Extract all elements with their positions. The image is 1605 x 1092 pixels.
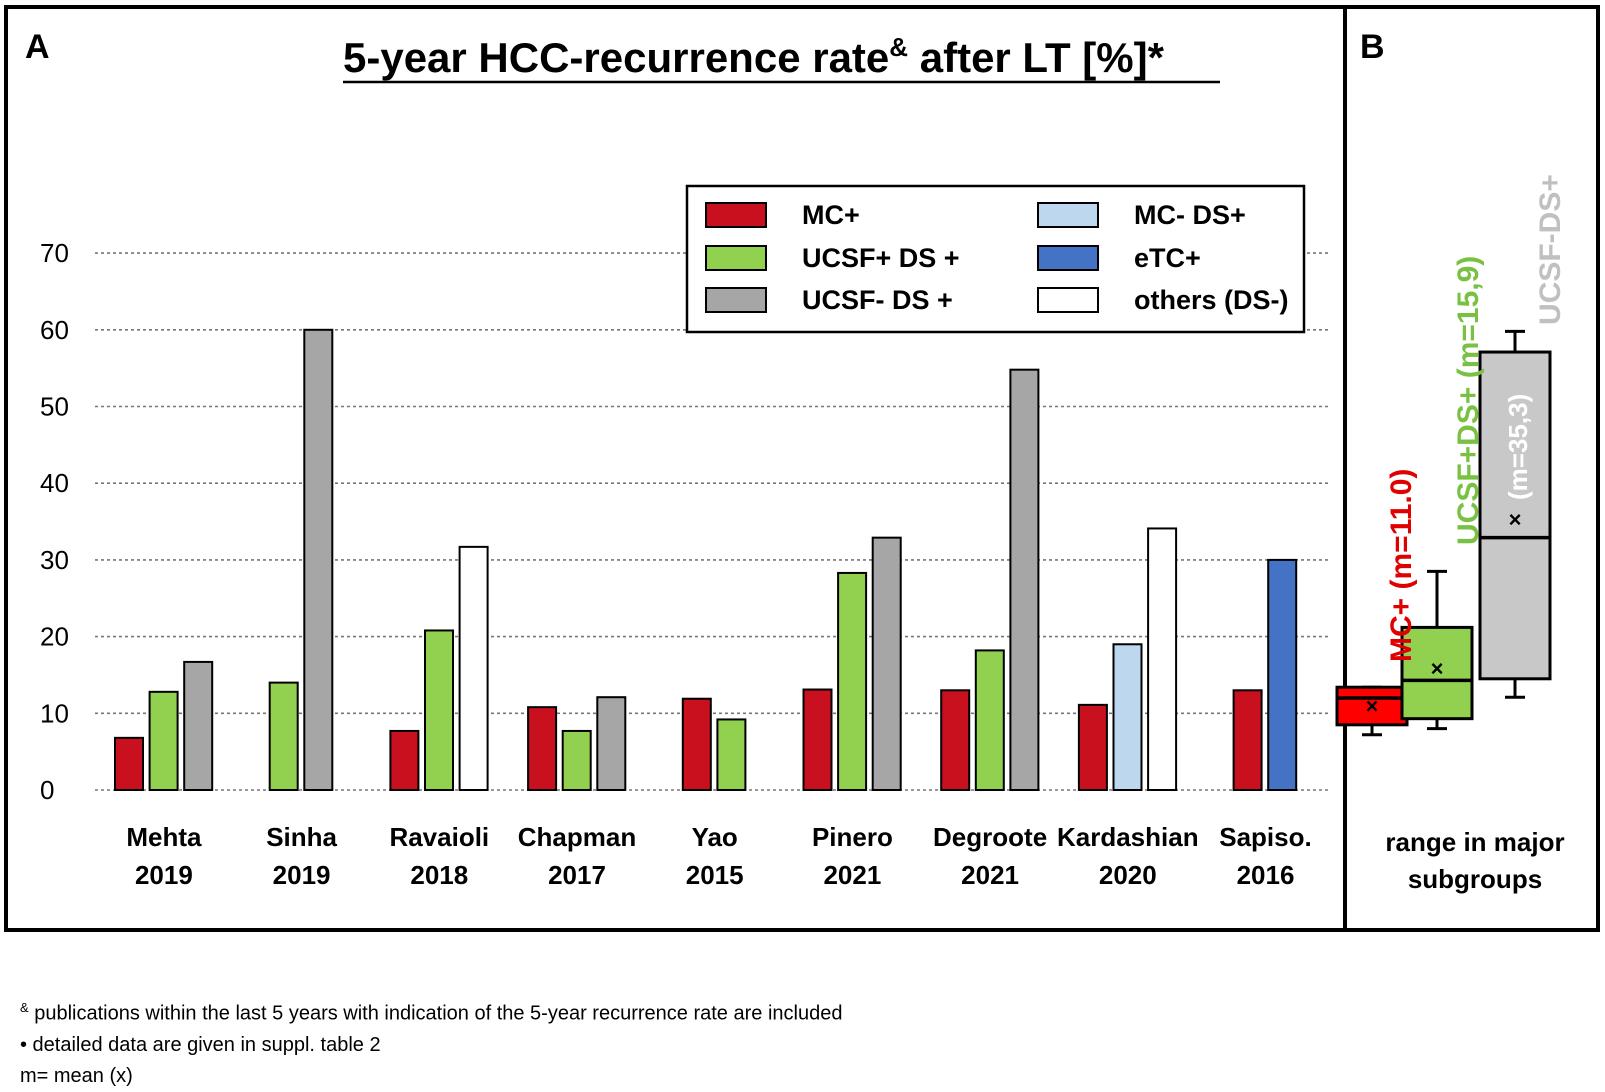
legend-label: UCSF+ DS + — [802, 243, 960, 273]
x-category-year: 2019 — [135, 860, 193, 890]
footnote-1-text: publications within the last 5 years wit… — [28, 1002, 843, 1025]
bar-kardashian-2 — [1112, 643, 1143, 792]
bar-sapiso-1 — [1232, 689, 1263, 791]
box-2 — [1400, 625, 1474, 721]
legend-swatch — [1037, 245, 1099, 271]
bar-ravaioli-2 — [424, 629, 454, 791]
footnotes: & publications within the last 5 years w… — [20, 992, 842, 1092]
bar-ravaioli-1 — [389, 729, 420, 791]
x-category-name: Kardashian — [1057, 822, 1199, 852]
panel-b-xlabel-line2: subgroups — [1408, 864, 1542, 894]
panel-a-frame — [4, 5, 1347, 932]
bar-degroote-2 — [974, 649, 1005, 791]
x-category-labels: Mehta 2019 Sinha 2019 Ravaioli 2018 Chapman 201… — [126, 822, 1311, 890]
legend-swatch — [1037, 202, 1099, 228]
box-mean-marker: × — [1366, 694, 1379, 719]
legend-label: others (DS-) — [1134, 285, 1289, 315]
x-category-name: Degroote — [933, 822, 1047, 852]
panel-b-frame — [1343, 5, 1600, 932]
footnote-3: m= mean (x) — [20, 1064, 133, 1087]
bar-degroote-3 — [1009, 368, 1040, 791]
legend-label: eTC+ — [1134, 243, 1201, 273]
legend-swatch — [705, 202, 767, 228]
x-category-year: 2016 — [1237, 860, 1295, 890]
bar-sinha-2 — [303, 328, 334, 791]
chart-title-sup: & — [889, 32, 908, 62]
footnote-2: • detailed data are given in suppl. tabl… — [20, 1033, 381, 1056]
box-label-mc: MC+ (m=11.0) — [1385, 469, 1418, 662]
x-category-year: 2020 — [1099, 860, 1157, 890]
bar-yao-2 — [716, 718, 747, 791]
x-category-year: 2019 — [273, 860, 331, 890]
box-3 — [1478, 350, 1552, 681]
y-tick-label: 0 — [40, 775, 54, 805]
x-category-year: 2018 — [410, 860, 468, 890]
box-mean-marker: × — [1431, 656, 1444, 681]
y-tick-label: 60 — [40, 315, 69, 345]
x-category-name: Mehta — [126, 822, 202, 852]
bar-yao-1 — [681, 697, 712, 791]
y-tick-label: 10 — [40, 698, 69, 728]
bar-kardashian-3 — [1147, 527, 1178, 791]
box-mean-label-ucsf-minus: (m=35,3) — [1503, 394, 1533, 500]
legend-swatch — [705, 245, 767, 271]
x-category-name: Pinero — [812, 822, 893, 852]
y-tick-label: 50 — [40, 392, 69, 422]
x-category-name: Ravaioli — [389, 822, 489, 852]
legend-label: MC+ — [802, 200, 860, 230]
gridlines — [95, 252, 1330, 791]
legend-label: UCSF- DS + — [802, 285, 953, 315]
bar-ravaioli-3 — [458, 545, 489, 792]
legend-swatch — [1037, 287, 1099, 313]
panel-a-label: A — [25, 28, 50, 66]
box-label-ucsf-plus: UCSF+DS+ (m=15,9) — [1452, 256, 1485, 545]
bar-mehta-1 — [114, 736, 144, 791]
bar-sinha-1 — [268, 681, 299, 791]
y-tick-label: 70 — [40, 238, 69, 268]
bar-mehta-2 — [148, 690, 179, 791]
legend-swatch — [705, 287, 767, 313]
box-label-ucsf-minus: UCSF-DS+ — [1534, 174, 1567, 325]
bar-chapman-1 — [527, 706, 558, 791]
bar-chapman-2 — [561, 729, 592, 791]
x-category-year: 2021 — [823, 860, 881, 890]
x-category-name: Sapiso. — [1219, 822, 1311, 852]
box-plots: × × × — [1335, 329, 1552, 737]
bar-sapiso-2 — [1267, 558, 1298, 792]
legend-box — [685, 184, 1306, 334]
bar-pinero-2 — [837, 571, 868, 792]
legend: MC+ UCSF+ DS + UCSF- DS + MC- DS+ eTC+ others… — [705, 200, 1289, 315]
x-category-year: 2021 — [961, 860, 1019, 890]
bar-pinero-1 — [802, 688, 833, 792]
x-category-name: Chapman — [518, 822, 636, 852]
chart-title: 5-year HCC-recurrence rate& after LT [%]… — [343, 32, 1165, 81]
panel-b-label: B — [1360, 28, 1385, 66]
box-plot-labels: MC+ (m=11.0) UCSF+DS+ (m=15,9) UCSF-DS+ (m=… — [1385, 174, 1567, 662]
panel-b-xlabel-line1: range in major — [1385, 827, 1564, 857]
bars — [114, 328, 1298, 792]
chart-title-tail: after LT [%]* — [908, 34, 1165, 81]
bar-chapman-3 — [596, 696, 627, 791]
chart-title-main: 5-year HCC-recurrence rate — [343, 34, 889, 81]
box-mean-marker: × — [1509, 507, 1522, 532]
y-tick-labels: 0 10 20 30 40 50 60 70 — [40, 238, 69, 805]
y-tick-label: 20 — [40, 622, 69, 652]
bar-pinero-3 — [871, 536, 902, 791]
legend-label: MC- DS+ — [1134, 200, 1246, 230]
x-category-name: Sinha — [266, 822, 337, 852]
y-tick-label: 30 — [40, 545, 69, 575]
x-category-year: 2015 — [686, 860, 744, 890]
bar-degroote-1 — [940, 689, 971, 791]
footnote-1-sup: & — [20, 1000, 29, 1015]
y-tick-label: 40 — [40, 468, 69, 498]
bar-kardashian-1 — [1077, 703, 1108, 791]
x-category-name: Yao — [692, 822, 738, 852]
bar-mehta-3 — [183, 660, 214, 792]
x-category-year: 2017 — [548, 860, 606, 890]
footnote-1: & publications within the last 5 years w… — [20, 992, 842, 1030]
